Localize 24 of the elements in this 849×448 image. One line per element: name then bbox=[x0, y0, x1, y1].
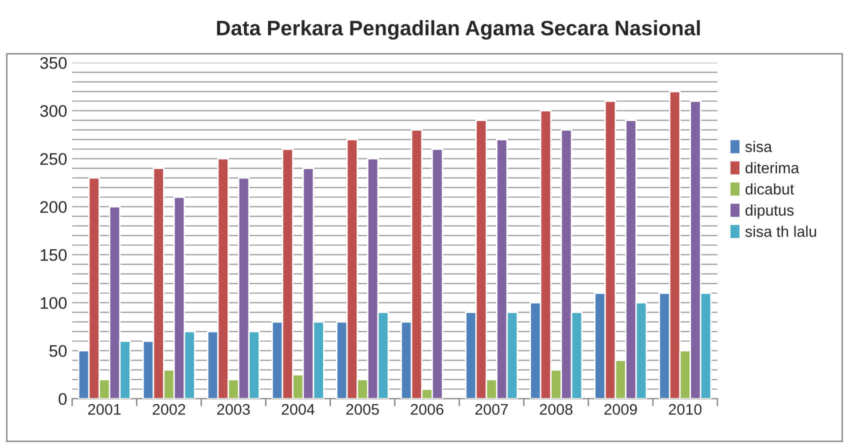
legend-label: sisa bbox=[745, 140, 772, 152]
x-tick-label: 2003 bbox=[217, 404, 250, 415]
y-tick-label: 50 bbox=[49, 345, 67, 357]
x-tick-label: 2009 bbox=[604, 404, 637, 415]
legend-label: sisa th lalu bbox=[745, 226, 816, 237]
y-tick-label: 300 bbox=[40, 105, 67, 117]
y-tick-label: 0 bbox=[58, 393, 67, 405]
y-tick-label: 250 bbox=[40, 153, 67, 165]
y-tick-label: 200 bbox=[40, 201, 67, 213]
x-tick-label: 2001 bbox=[88, 404, 121, 415]
x-tick-label: 2008 bbox=[540, 404, 572, 415]
legend-label: diputus bbox=[746, 204, 794, 219]
x-tick-label: 2010 bbox=[668, 404, 702, 415]
y-tick-label: 100 bbox=[40, 297, 67, 309]
x-tick-label: 2004 bbox=[282, 404, 315, 415]
y-tick-label: 150 bbox=[40, 249, 67, 261]
chart-title: Data Perkara Pengadilan Agama Secara Nasional bbox=[217, 20, 700, 40]
x-tick-label: 2005 bbox=[346, 404, 379, 415]
y-tick-label: 350 bbox=[40, 57, 67, 69]
legend-label: diterima bbox=[746, 162, 800, 174]
x-tick-label: 2006 bbox=[410, 404, 444, 415]
x-tick-label: 2007 bbox=[475, 404, 508, 415]
legend-label: dicabut bbox=[746, 183, 794, 195]
x-tick-label: 2002 bbox=[152, 404, 186, 415]
